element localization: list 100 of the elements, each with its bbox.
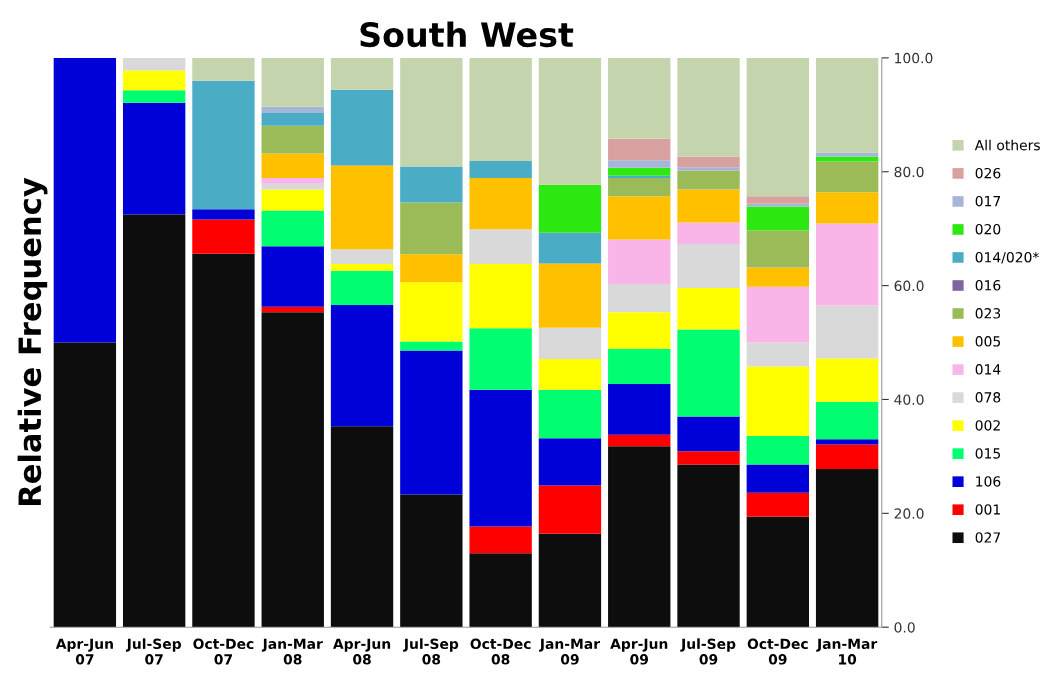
y-tick-label: 20.0 [894,508,924,519]
bar [608,178,671,197]
bar [330,165,394,250]
bar [400,57,463,167]
x-tick-label: Jan-Mar 08 [261,638,323,665]
bar [261,178,324,184]
bar [538,327,602,360]
bar [538,57,602,185]
bar [261,210,324,247]
bar [677,244,740,288]
bar [122,102,186,215]
bar [538,438,602,486]
bar [677,416,740,452]
bar [815,468,879,628]
bar [261,189,324,211]
bar [330,426,394,628]
bar [608,348,671,385]
bar [122,70,186,91]
bar [192,253,255,628]
bar [122,57,186,71]
bar [746,464,810,493]
bar [122,214,186,628]
bar [330,304,394,427]
y-tick-label: 100.0 [895,52,933,64]
bar [400,341,463,351]
legend-label: 078 [975,392,1001,403]
y-tick-label: 40.0 [894,394,924,405]
chart-title: South West [360,21,574,48]
bar [746,342,810,367]
legend-label: 014 [975,364,1001,375]
y-tick-label: 60.0 [894,280,924,292]
x-tick-label: Oct-Dec 07 [193,638,254,665]
bar [815,161,879,193]
bar [538,184,602,233]
bar [815,444,879,469]
y-tick-label: 0.0 [894,622,915,633]
bar [608,196,671,240]
x-tick-label: Jul-Sep 07 [125,638,181,665]
x-tick-label: Jan-Mar 10 [816,638,878,665]
bar [261,312,324,628]
legend-label: 106 [976,476,1001,487]
bar [677,222,740,245]
bar [469,263,532,329]
bar [677,451,740,465]
legend-label: 005 [975,336,1001,347]
bar [608,160,671,168]
bar [815,439,879,445]
bar [677,170,740,190]
bar [261,57,324,107]
y-tick-label: 80.0 [894,166,924,178]
x-tick-label: Oct-Dec 09 [747,638,808,665]
x-tick-label: Apr-Jun 08 [332,638,391,665]
bar [608,138,671,161]
legend-label: 015 [975,448,1001,459]
legend-label: 001 [975,504,1000,515]
y-axis-title: Relative Frequency [17,177,48,506]
legend-label: 017 [975,195,1001,207]
x-tick-label: Apr-Jun 07 [55,638,113,665]
bar [538,232,602,264]
bar [330,57,394,90]
bar [469,553,532,628]
x-tick-label: Jan-Mar 09 [539,638,601,665]
bar [677,329,740,417]
bar [608,446,671,628]
bar [608,312,671,349]
bar [330,263,394,271]
bar [192,57,255,81]
bar [469,178,532,230]
bar [469,389,532,527]
bar [746,516,810,628]
legend-label: 002 [975,420,1000,431]
bar [746,366,810,436]
bar [192,219,255,254]
bar [538,359,602,390]
bar [400,166,463,203]
bar [53,342,117,628]
legend-label: All others [974,139,1040,151]
legend-label: 026 [975,167,1001,179]
bar [677,156,740,168]
legend-label: 016 [975,280,1001,291]
bar [815,57,879,153]
bar [746,206,810,231]
bar [192,209,255,220]
bar [261,106,324,114]
bar [608,434,671,447]
bar [746,57,810,197]
bar [330,89,394,166]
bar [469,328,532,390]
bar [608,57,671,139]
bar [330,249,394,264]
bar [746,267,810,287]
legend-label: 020 [975,223,1001,235]
bar [538,389,602,439]
legend-label: 014/020* [975,251,1039,264]
bar [815,305,879,359]
bar [815,401,879,440]
bar [469,229,532,264]
bar [815,152,879,157]
bar [400,282,463,342]
x-tick-label: Jul-Sep 08 [403,638,459,665]
